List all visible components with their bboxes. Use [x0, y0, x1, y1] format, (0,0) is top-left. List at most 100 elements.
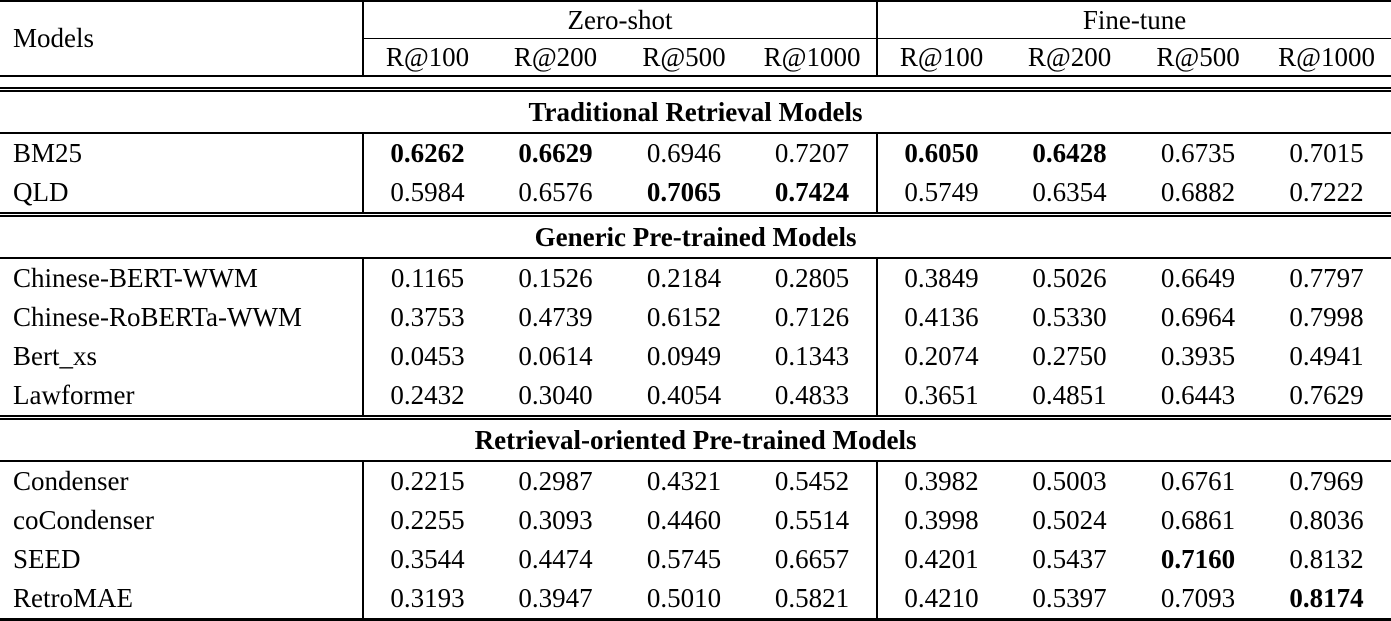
- model-row: SEED 0.3544 0.4474 0.5745 0.6657 0.4201 …: [0, 540, 1391, 579]
- metric-cell: 0.5397: [1032, 583, 1107, 613]
- metric-cell: 0.5745: [646, 544, 722, 574]
- model-row: Chinese-BERT-WWM 0.1165 0.1526 0.2184 0.…: [0, 258, 1391, 298]
- metric-cell: 0.7797: [1289, 263, 1364, 293]
- metric-cell: 0.3935: [1160, 341, 1236, 371]
- metric-header: R@1000: [748, 38, 879, 77]
- metric-cell: 0.3849: [904, 263, 979, 293]
- metric-cell: 0.5749: [904, 177, 979, 207]
- models-header: Models: [0, 1, 364, 77]
- section-title: Retrieval-oriented Pre-trained Models: [0, 415, 1391, 462]
- section-title: Generic Pre-trained Models: [0, 212, 1391, 259]
- metric-cell: 0.8174: [1289, 583, 1364, 613]
- metric-cell: 0.4851: [1032, 380, 1107, 410]
- model-name: Lawformer: [0, 376, 364, 418]
- section-header-row: Retrieval-oriented Pre-trained Models: [0, 415, 1391, 462]
- metric-cell: 0.3093: [518, 505, 593, 535]
- metric-cell: 0.6882: [1160, 177, 1236, 207]
- metric-cell: 0.2750: [1032, 341, 1107, 371]
- model-row: QLD 0.5984 0.6576 0.7065 0.7424 0.5749 0…: [0, 173, 1391, 215]
- metric-cell: 0.2184: [646, 263, 722, 293]
- metric-header: R@200: [491, 38, 620, 77]
- metric-cell: 0.0949: [646, 341, 722, 371]
- model-name: Chinese-RoBERTa-WWM: [0, 298, 364, 337]
- metric-cell: 0.2074: [904, 341, 979, 371]
- group-header-fine-tune: Fine-tune: [877, 1, 1391, 39]
- metric-cell: 0.3947: [518, 583, 593, 613]
- metric-cell: 0.7015: [1289, 138, 1364, 168]
- metric-header: R@200: [1005, 38, 1135, 77]
- metric-cell: 0.2987: [518, 466, 593, 496]
- metric-cell: 0.4321: [646, 466, 722, 496]
- metric-cell: 0.6649: [1160, 263, 1236, 293]
- metric-cell: 0.0614: [518, 341, 593, 371]
- metric-cell: 0.7424: [748, 173, 879, 215]
- metric-cell: 0.4210: [904, 583, 979, 613]
- metric-cell: 0.2215: [390, 466, 465, 496]
- metric-cell: 0.6861: [1160, 505, 1236, 535]
- metric-cell: 0.5984: [390, 177, 465, 207]
- header-row-metrics: R@100 R@200 R@500 R@1000 R@100 R@200 R@5…: [0, 38, 1391, 77]
- model-row: RetroMAE 0.3193 0.3947 0.5010 0.5821 0.4…: [0, 579, 1391, 620]
- model-name: QLD: [0, 173, 364, 215]
- model-row: Chinese-RoBERTa-WWM 0.3753 0.4739 0.6152…: [0, 298, 1391, 337]
- metric-cell: 0.4833: [748, 376, 879, 418]
- group-header-zero-shot: Zero-shot: [363, 1, 879, 39]
- metric-cell: 0.4474: [518, 544, 593, 574]
- section-title: Traditional Retrieval Models: [0, 87, 1391, 134]
- metric-cell: 0.6657: [748, 540, 879, 579]
- model-name: SEED: [0, 540, 364, 579]
- metric-cell: 0.8132: [1289, 544, 1364, 574]
- metric-header: R@100: [877, 38, 1006, 77]
- metric-cell: 0.3544: [390, 544, 465, 574]
- metric-header: R@100: [363, 38, 491, 77]
- model-name: BM25: [0, 133, 364, 173]
- model-row: Condenser 0.2215 0.2987 0.4321 0.5452 0.…: [0, 461, 1391, 501]
- metric-cell: 0.7998: [1289, 302, 1364, 332]
- model-name: Condenser: [0, 461, 364, 501]
- metric-cell: 0.6262: [390, 138, 465, 168]
- metric-cell: 0.7207: [748, 133, 879, 173]
- metric-cell: 0.6354: [1032, 177, 1107, 207]
- metric-cell: 0.0453: [390, 341, 465, 371]
- metric-cell: 0.5452: [748, 461, 879, 501]
- metric-cell: 0.7160: [1160, 544, 1236, 574]
- metric-cell: 0.8036: [1289, 505, 1364, 535]
- metric-cell: 0.2432: [390, 380, 465, 410]
- metric-header: R@500: [1134, 38, 1263, 77]
- spacer-row: [0, 76, 1391, 90]
- metric-cell: 0.6946: [646, 138, 722, 168]
- metric-cell: 0.4460: [646, 505, 722, 535]
- metric-cell: 0.6629: [518, 138, 593, 168]
- section-header-row: Generic Pre-trained Models: [0, 212, 1391, 259]
- metric-cell: 0.5026: [1032, 263, 1107, 293]
- metric-cell: 0.1343: [748, 337, 879, 376]
- model-name: Chinese-BERT-WWM: [0, 258, 364, 298]
- metric-cell: 0.3998: [904, 505, 979, 535]
- metric-header: R@500: [620, 38, 748, 77]
- metric-cell: 0.2255: [390, 505, 465, 535]
- metric-cell: 0.4739: [518, 302, 593, 332]
- metric-cell: 0.3193: [390, 583, 465, 613]
- metric-cell: 0.5330: [1032, 302, 1107, 332]
- metric-cell: 0.1526: [518, 263, 593, 293]
- model-name: Bert_xs: [0, 337, 364, 376]
- metric-cell: 0.3753: [390, 302, 465, 332]
- metric-cell: 0.5010: [646, 583, 722, 613]
- metric-cell: 0.1165: [390, 263, 465, 293]
- model-row: Lawformer 0.2432 0.3040 0.4054 0.4833 0.…: [0, 376, 1391, 418]
- metric-cell: 0.7065: [646, 177, 722, 207]
- header-row-groups: Models Zero-shot Fine-tune: [0, 1, 1391, 77]
- metric-cell: 0.6964: [1160, 302, 1236, 332]
- metric-cell: 0.4201: [904, 544, 979, 574]
- metric-cell: 0.3651: [904, 380, 979, 410]
- model-row: Bert_xs 0.0453 0.0614 0.0949 0.1343 0.20…: [0, 337, 1391, 376]
- metric-cell: 0.6735: [1160, 138, 1236, 168]
- metric-cell: 0.6050: [904, 138, 979, 168]
- metric-cell: 0.7629: [1289, 380, 1364, 410]
- metric-cell: 0.4136: [904, 302, 979, 332]
- metric-cell: 0.3982: [904, 466, 979, 496]
- metric-cell: 0.6428: [1032, 138, 1107, 168]
- metric-cell: 0.6761: [1160, 466, 1236, 496]
- metric-cell: 0.7093: [1160, 583, 1236, 613]
- metric-cell: 0.4054: [646, 380, 722, 410]
